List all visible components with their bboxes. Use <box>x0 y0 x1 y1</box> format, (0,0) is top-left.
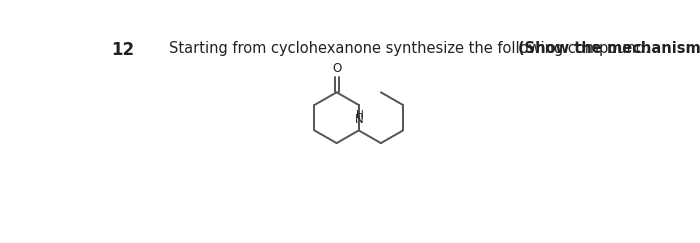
Text: (Show the mechanism): (Show the mechanism) <box>519 41 700 56</box>
Text: N: N <box>355 113 364 126</box>
Text: O: O <box>332 61 341 75</box>
Text: H: H <box>356 110 363 120</box>
Text: 12: 12 <box>111 41 134 59</box>
Text: Starting from cyclohexanone synthesize the following compound.: Starting from cyclohexanone synthesize t… <box>169 41 654 56</box>
